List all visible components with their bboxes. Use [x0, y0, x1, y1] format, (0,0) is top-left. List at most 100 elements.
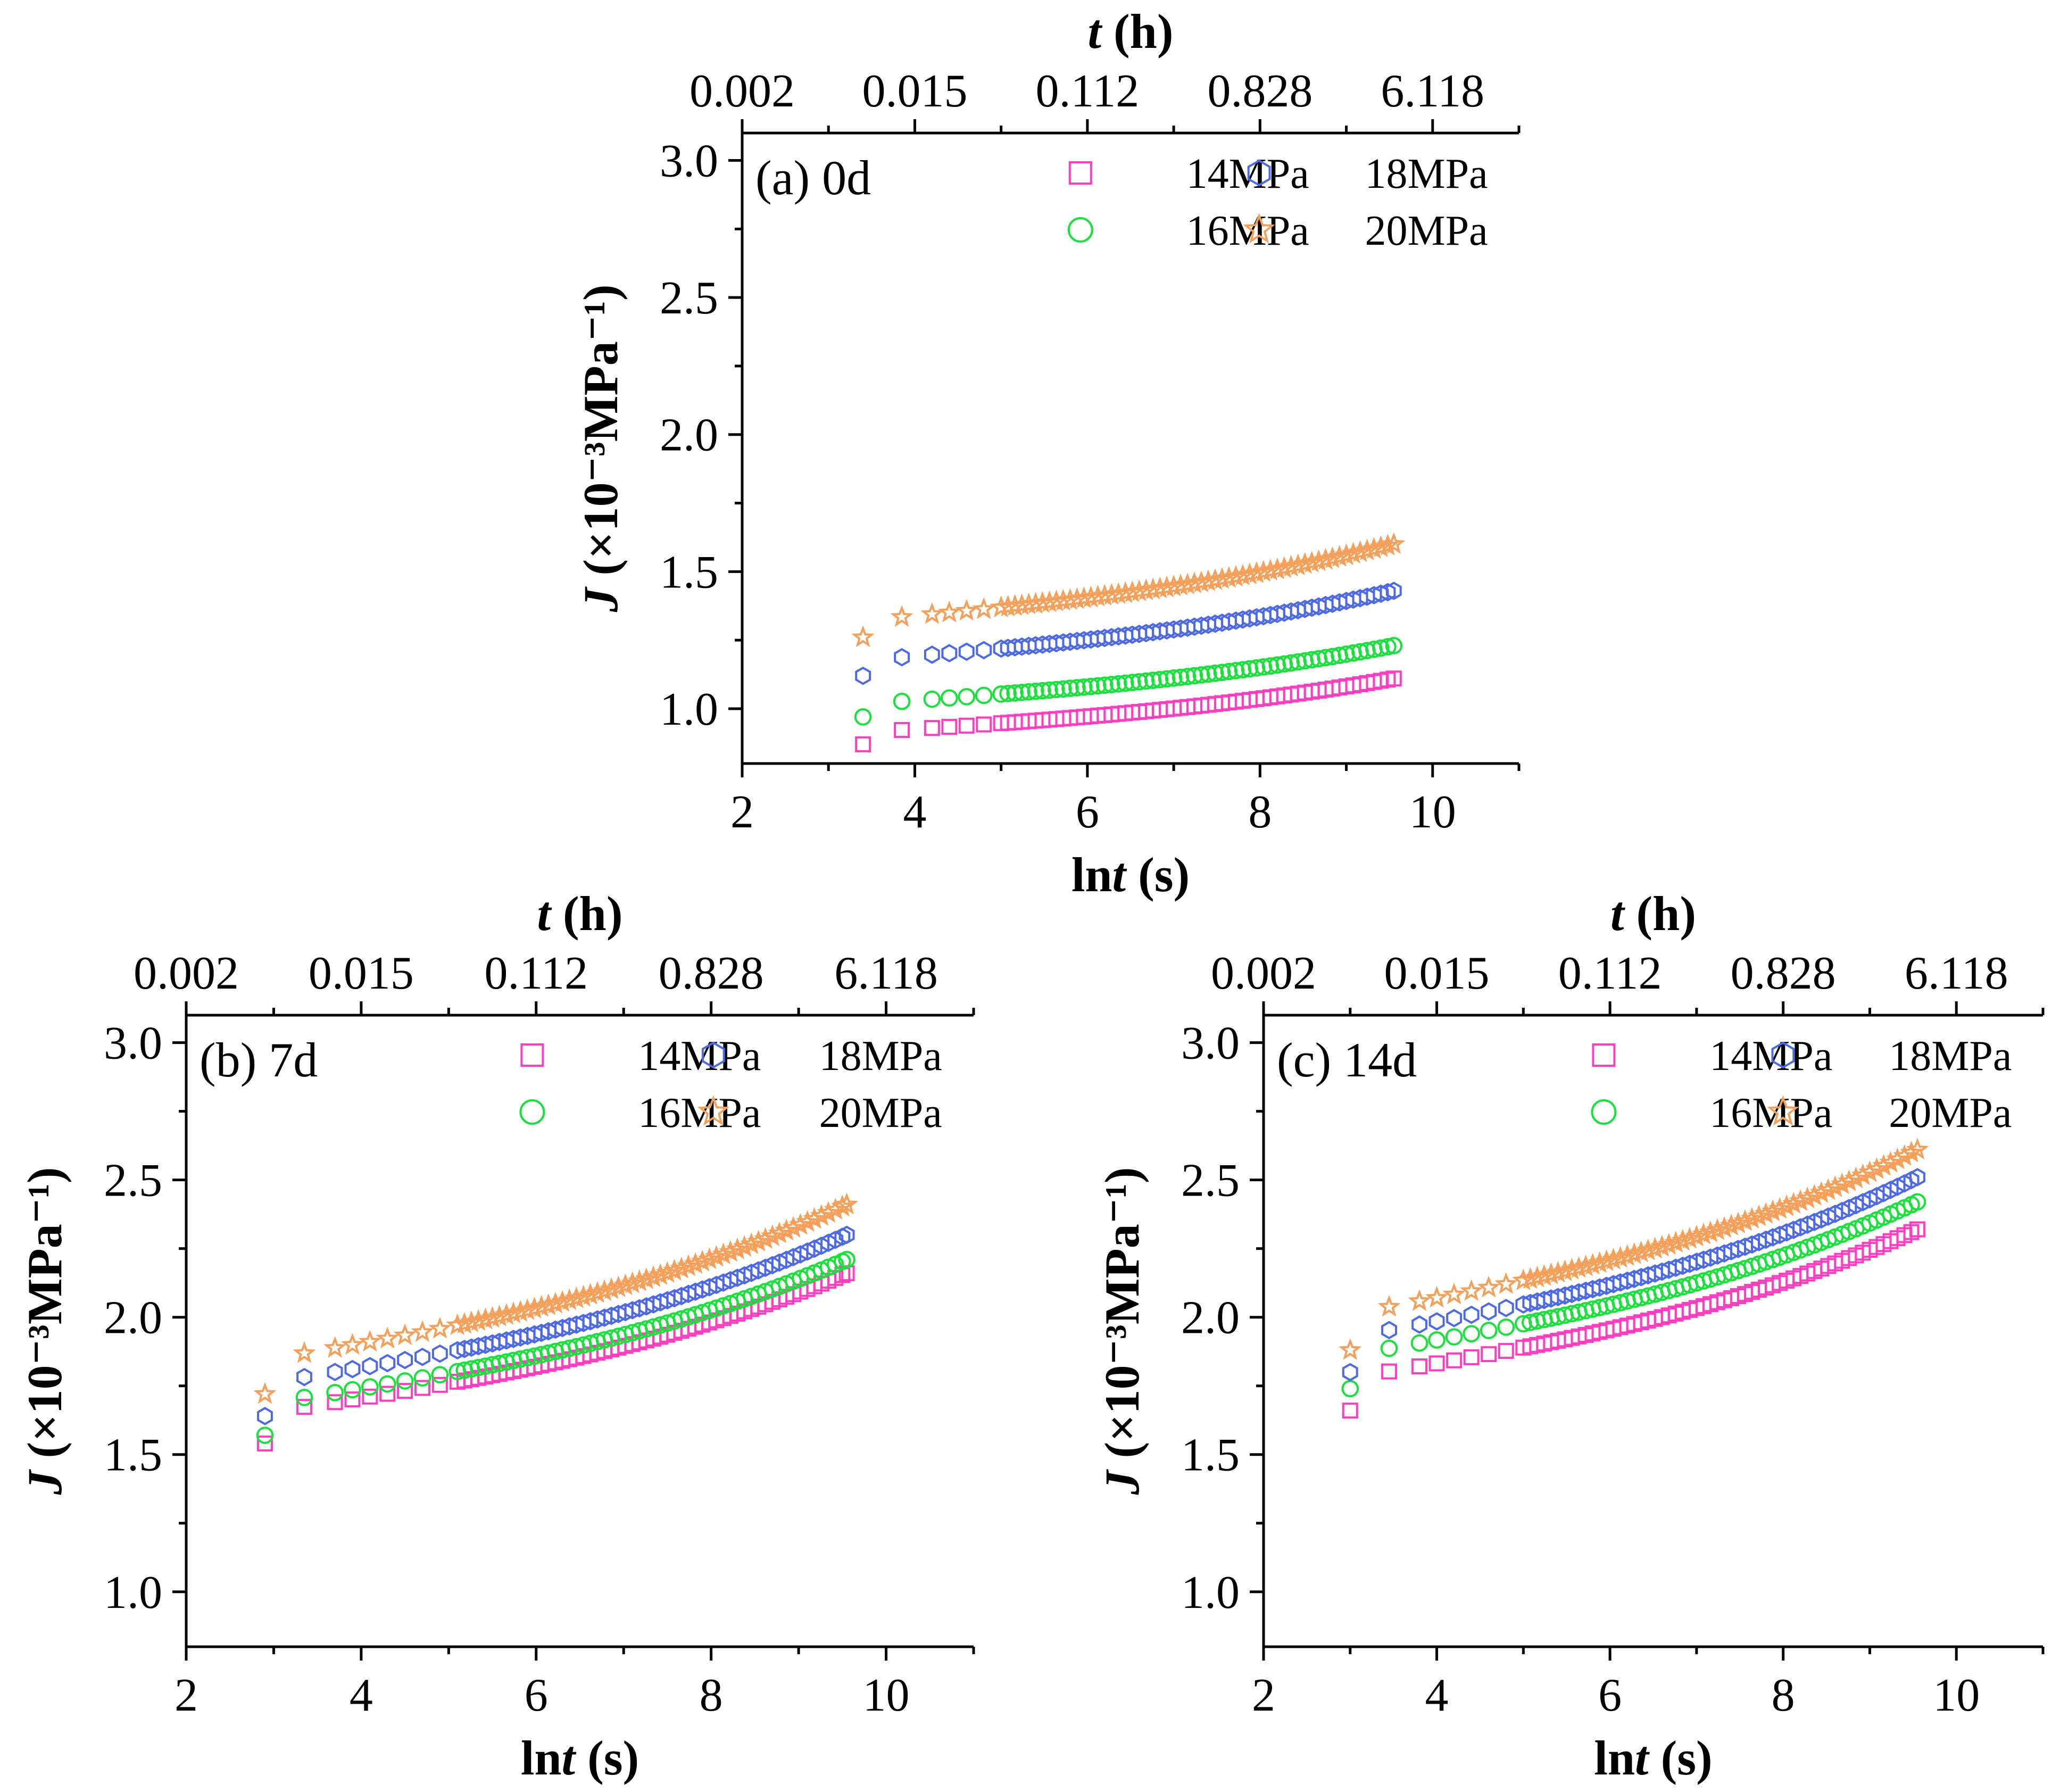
- data-point: [362, 1388, 378, 1405]
- data-point: [1425, 1285, 1448, 1308]
- data-point: [1463, 1305, 1480, 1324]
- data-point: [1282, 654, 1300, 672]
- data-point: [1335, 543, 1358, 566]
- panel-label: (a) 0d: [755, 151, 871, 205]
- data-point: [1685, 1224, 1708, 1247]
- data-point: [1381, 1363, 1398, 1380]
- top-axis-title: t (h): [1087, 4, 1173, 59]
- y-tick-label: 2.0: [660, 410, 718, 461]
- data-point: [1275, 655, 1293, 673]
- data-point: [1720, 1214, 1743, 1236]
- data-point: [1637, 1239, 1660, 1260]
- data-point: [1802, 1184, 1826, 1206]
- x-tick-label: 4: [350, 1670, 373, 1721]
- data-point: [509, 1300, 532, 1322]
- data-point: [1446, 1309, 1463, 1328]
- data-point: [1761, 1199, 1784, 1222]
- data-point: [1248, 659, 1266, 677]
- legend-label: 14MPa: [1709, 1033, 1832, 1080]
- data-point: [1376, 534, 1399, 555]
- data-point: [558, 1288, 581, 1310]
- data-point: [1909, 1168, 1925, 1187]
- data-point: [975, 686, 993, 704]
- data-point: [1342, 1363, 1358, 1382]
- y-tick-label: 1.5: [1181, 1430, 1240, 1481]
- top-tick-label: 0.828: [1207, 65, 1313, 117]
- data-point: [1463, 1325, 1480, 1342]
- data-point: [1713, 1216, 1736, 1238]
- data-point: [1498, 1343, 1514, 1359]
- data-point: [1796, 1187, 1819, 1209]
- data-point: [1082, 677, 1100, 695]
- data-point: [1789, 1189, 1812, 1211]
- data-point: [1909, 1221, 1925, 1238]
- data-point: [788, 1213, 812, 1235]
- x-tick-label: 8: [1772, 1670, 1795, 1721]
- data-point: [1048, 681, 1065, 699]
- data-point: [1588, 1251, 1612, 1273]
- data-point: [1740, 1207, 1764, 1229]
- data-point: [453, 1312, 476, 1334]
- y-tick-label: 2.5: [1181, 1155, 1240, 1207]
- top-axis-title: t (h): [1610, 886, 1696, 941]
- data-point: [920, 602, 944, 624]
- panel-label: (b) 7d: [200, 1033, 318, 1087]
- data-point: [1532, 1264, 1556, 1286]
- y-tick-label: 2.5: [104, 1155, 162, 1207]
- top-tick-label: 0.015: [309, 948, 414, 999]
- data-point: [323, 1336, 346, 1358]
- data-point: [1574, 1254, 1597, 1276]
- y-tick-label: 2.5: [660, 272, 718, 324]
- data-point: [1518, 1267, 1542, 1289]
- legend-item: 16MPa: [1591, 1090, 1832, 1136]
- data-point: [530, 1295, 553, 1317]
- data-point: [1185, 667, 1203, 685]
- data-point: [855, 666, 871, 685]
- data-point: [1158, 670, 1176, 688]
- data-point: [1726, 1212, 1750, 1233]
- data-point: [1379, 638, 1397, 656]
- data-point: [256, 1426, 274, 1444]
- x-tick-label: 8: [1248, 786, 1272, 838]
- data-point: [642, 1265, 665, 1287]
- data-point: [1886, 1147, 1909, 1169]
- data-point: [293, 1341, 316, 1363]
- data-point: [1903, 1171, 1920, 1190]
- data-point: [1273, 556, 1296, 578]
- data-point: [481, 1306, 504, 1328]
- y-axis-title: J (×10⁻³MPa⁻¹): [18, 1167, 72, 1495]
- legend-marker: [1771, 1041, 1795, 1069]
- data-point: [414, 1380, 430, 1396]
- data-point: [1408, 1289, 1431, 1312]
- data-point: [1206, 665, 1224, 682]
- data-point: [1477, 1275, 1500, 1298]
- data-point: [1109, 675, 1127, 693]
- data-point: [1678, 1226, 1701, 1249]
- data-point: [1851, 1163, 1874, 1185]
- legend-marker: [1243, 213, 1275, 244]
- data-point: [1497, 1318, 1515, 1336]
- data-point: [775, 1218, 798, 1241]
- data-point: [1385, 670, 1402, 687]
- data-point: [1369, 535, 1392, 558]
- data-point: [537, 1293, 560, 1315]
- data-point: [941, 719, 958, 735]
- data-point: [663, 1258, 686, 1281]
- legend-marker: [1592, 1043, 1616, 1067]
- data-point: [295, 1389, 313, 1406]
- data-point: [600, 1277, 623, 1299]
- data-point: [413, 1369, 431, 1387]
- data-point: [1268, 656, 1286, 674]
- data-point: [1906, 1138, 1929, 1160]
- legend-item: 14MPa: [1068, 151, 1309, 197]
- data-point: [1498, 1299, 1514, 1317]
- x-tick-label: 6: [525, 1670, 548, 1721]
- legend-label: 16MPa: [1186, 208, 1309, 254]
- top-tick-label: 6.118: [1381, 65, 1484, 117]
- data-point: [1560, 1257, 1583, 1280]
- data-point: [1567, 1256, 1590, 1278]
- data-point: [1151, 671, 1169, 688]
- legend-label: 18MPa: [1365, 151, 1488, 197]
- top-axis-title: t (h): [537, 886, 622, 941]
